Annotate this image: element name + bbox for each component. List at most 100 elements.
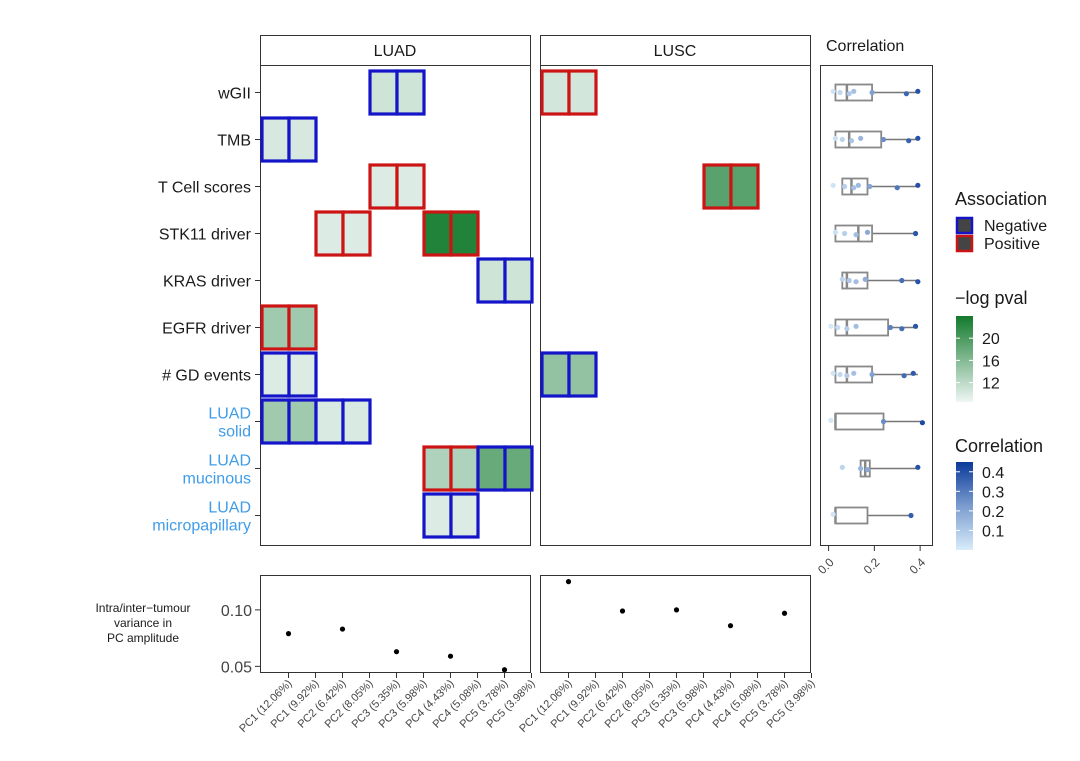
legend-logp-tick-label: 16	[982, 353, 1000, 370]
facet-strip-luad	[260, 35, 531, 66]
heatmap-cell	[314, 398, 345, 445]
heatmap-cell	[260, 116, 291, 163]
heatmap-cell	[449, 445, 480, 492]
row-labels: wGII TMB T Cell scores STK11 driver KRAS dri…	[152, 86, 260, 535]
correlation-point	[851, 185, 857, 191]
correlation-point	[869, 89, 875, 96]
legend-correlation-colorbar	[956, 462, 973, 550]
correlation-point	[855, 182, 861, 188]
correlation-point	[851, 370, 857, 376]
row-label: # GD events	[162, 368, 251, 385]
corr-axis-tick-label: 0.2	[861, 555, 883, 577]
variance-point	[565, 579, 572, 585]
legend-association-label: Negative	[984, 218, 1047, 235]
boxplot-box	[834, 506, 869, 525]
heatmap-cell	[395, 163, 426, 210]
correlation-point	[844, 373, 850, 379]
legend-logp-colorbar	[956, 316, 973, 402]
correlation-point	[906, 138, 912, 144]
variance-axis-label-line: variance in	[114, 616, 172, 630]
correlation-point	[830, 88, 836, 94]
correlation-point	[915, 279, 921, 285]
correlation-point	[915, 182, 921, 188]
corr-axis-tick-label: 0.4	[907, 555, 929, 577]
variance-panel-lusc	[540, 575, 811, 673]
correlation-point	[912, 323, 919, 329]
heatmap-cell	[341, 210, 372, 257]
row-label: LUAD	[208, 500, 251, 517]
correlation-point	[842, 183, 848, 190]
variance-point	[673, 607, 680, 613]
row-label: KRAS driver	[163, 274, 252, 291]
heatmap-cell	[341, 398, 372, 445]
heatmap-cell	[702, 163, 733, 210]
heatmap-cell	[395, 69, 426, 116]
correlation-point	[828, 323, 834, 329]
heatmap-cell	[540, 351, 571, 398]
row-label: LUAD	[208, 453, 251, 470]
correlation-point	[869, 371, 875, 378]
heatmap-cell	[449, 210, 480, 257]
correlation-point	[839, 136, 845, 143]
legend-correlation-tick-label: 0.2	[982, 504, 1004, 521]
correlation-point	[910, 370, 916, 376]
heatmap-cell	[476, 445, 507, 492]
correlation-point	[830, 370, 836, 376]
legend-association-label: Positive	[984, 236, 1040, 253]
legend-correlation-tick-label: 0.4	[982, 465, 1004, 482]
heatmap-cell	[422, 445, 453, 492]
heatmap-cell	[422, 492, 453, 539]
correlation-point	[894, 185, 900, 191]
variance-axis-tick-label: 0.05	[221, 659, 252, 676]
correlation-point	[919, 420, 926, 426]
heatmap-cell	[567, 351, 598, 398]
legend-correlation-title: Correlation	[955, 436, 1043, 456]
row-label: mucinous	[183, 471, 251, 488]
row-label: EGFR driver	[162, 321, 252, 338]
variance-point	[285, 631, 292, 637]
correlation-panel-title: Correlation	[826, 38, 904, 55]
heatmap-cells	[260, 69, 760, 539]
correlation-point	[862, 276, 868, 282]
row-label: LUAD	[208, 406, 251, 423]
heatmap-cell	[368, 69, 399, 116]
facet-label-lusc: LUSC	[654, 43, 697, 60]
correlation-point	[853, 232, 859, 238]
correlation-point	[908, 512, 914, 519]
heatmap-cell	[260, 351, 291, 398]
heatmap-cell	[260, 304, 291, 351]
correlation-point	[848, 138, 855, 144]
correlation-point	[912, 230, 919, 237]
variance-axis-label: Intra/inter−tumour variance in PC amplitud…	[95, 601, 190, 645]
row-label: wGII	[217, 86, 251, 103]
heatmap-cell	[503, 257, 534, 304]
correlation-point	[887, 324, 893, 331]
row-label: micropapillary	[152, 518, 251, 535]
heatmap-cell	[287, 398, 318, 445]
correlation-point	[853, 323, 859, 329]
variance-point	[781, 610, 788, 616]
correlation-point	[899, 326, 905, 332]
heatmap-cell	[567, 69, 598, 116]
correlation-point	[846, 91, 852, 97]
row-label: T Cell scores	[158, 180, 251, 197]
legend-association-title: Association	[955, 189, 1047, 209]
boxplot-box	[834, 412, 885, 431]
correlation-point	[864, 229, 871, 235]
variance-panel-luad	[260, 575, 531, 673]
heatmap-cell	[449, 492, 480, 539]
correlation-point	[853, 279, 859, 285]
legend-association-key	[955, 216, 974, 235]
correlation-point	[830, 511, 836, 517]
correlation-point	[835, 324, 841, 331]
correlation-point	[830, 182, 836, 188]
correlation-point	[842, 230, 848, 237]
correlation-point	[844, 326, 850, 332]
variance-point	[501, 667, 508, 673]
heatmap-cell	[287, 116, 318, 163]
correlation-point	[846, 277, 852, 284]
correlation-point	[858, 135, 864, 141]
